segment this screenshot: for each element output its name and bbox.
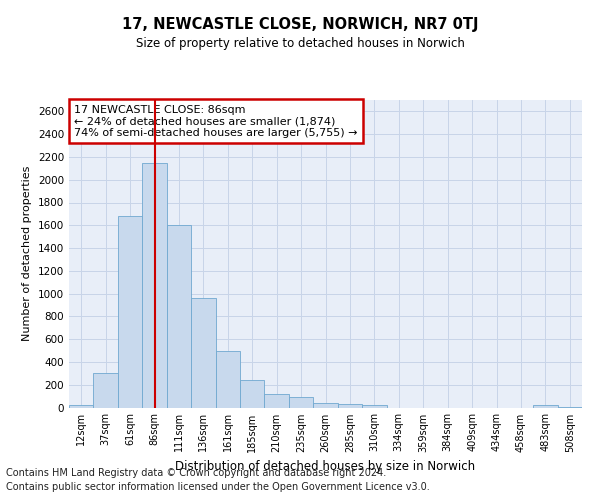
Bar <box>167 226 191 408</box>
Y-axis label: Number of detached properties: Number of detached properties <box>22 166 32 342</box>
Bar <box>362 404 386 407</box>
Text: Contains HM Land Registry data © Crown copyright and database right 2024.: Contains HM Land Registry data © Crown c… <box>6 468 386 477</box>
Text: 17 NEWCASTLE CLOSE: 86sqm
← 24% of detached houses are smaller (1,874)
74% of se: 17 NEWCASTLE CLOSE: 86sqm ← 24% of detac… <box>74 104 358 138</box>
Bar <box>118 216 142 408</box>
Bar <box>69 405 94 407</box>
Bar <box>142 162 167 408</box>
Bar <box>338 404 362 407</box>
Bar <box>289 396 313 407</box>
Text: Size of property relative to detached houses in Norwich: Size of property relative to detached ho… <box>136 38 464 51</box>
Bar <box>240 380 265 407</box>
Bar <box>215 350 240 408</box>
X-axis label: Distribution of detached houses by size in Norwich: Distribution of detached houses by size … <box>175 460 476 473</box>
Bar <box>533 405 557 407</box>
Text: Contains public sector information licensed under the Open Government Licence v3: Contains public sector information licen… <box>6 482 430 492</box>
Bar <box>313 403 338 407</box>
Bar <box>191 298 215 408</box>
Bar <box>265 394 289 407</box>
Bar <box>94 374 118 408</box>
Bar <box>557 407 582 408</box>
Text: 17, NEWCASTLE CLOSE, NORWICH, NR7 0TJ: 17, NEWCASTLE CLOSE, NORWICH, NR7 0TJ <box>122 18 478 32</box>
